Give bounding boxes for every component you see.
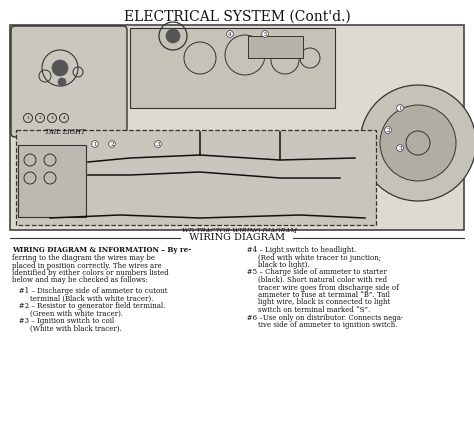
Text: #1 – Discharge side of ammeter to cutout: #1 – Discharge side of ammeter to cutout [12, 287, 167, 295]
Text: #6 –Use only on distributor. Connects nega-: #6 –Use only on distributor. Connects ne… [240, 314, 403, 321]
Text: switch on terminal marked “S”.: switch on terminal marked “S”. [240, 306, 370, 314]
Text: ELECTRICAL SYSTEM (Cont'd.): ELECTRICAL SYSTEM (Cont'd.) [124, 10, 350, 24]
Text: (Red with white tracer to junction;: (Red with white tracer to junction; [240, 254, 381, 261]
Text: 1: 1 [93, 142, 97, 146]
Text: terminal (Black with white tracer).: terminal (Black with white tracer). [12, 295, 154, 302]
Text: 3: 3 [51, 116, 54, 120]
Text: 2: 2 [38, 116, 41, 120]
Bar [18, 145, 86, 217]
Bar [130, 28, 335, 108]
Text: 1: 1 [398, 105, 402, 111]
Circle shape [52, 60, 68, 76]
Text: WD TRACTOR WIRING DIAGRAM: WD TRACTOR WIRING DIAGRAM [182, 227, 298, 235]
Bar [10, 25, 464, 230]
Text: #4 – Light switch to headlight.: #4 – Light switch to headlight. [240, 246, 356, 254]
Text: ammeter to fuse at terminal “B”. Tail: ammeter to fuse at terminal “B”. Tail [240, 291, 390, 299]
Text: below and may be checked as follows:: below and may be checked as follows: [12, 276, 148, 285]
Text: tive side of ammeter to ignition switch.: tive side of ammeter to ignition switch. [240, 321, 398, 329]
Text: 3: 3 [156, 142, 160, 146]
Text: 2: 2 [110, 142, 114, 146]
Circle shape [58, 78, 66, 86]
Text: 2: 2 [386, 127, 390, 133]
Text: ferring to the diagram the wires may be: ferring to the diagram the wires may be [12, 254, 155, 262]
Text: black to light).: black to light). [240, 261, 310, 269]
Text: WIRING DIAGRAM: WIRING DIAGRAM [183, 234, 291, 242]
Text: 3: 3 [398, 146, 402, 150]
Circle shape [360, 85, 474, 201]
Bar [248, 36, 303, 58]
Text: 4: 4 [63, 116, 65, 120]
Text: light wire, black is connected to light: light wire, black is connected to light [240, 299, 390, 306]
Text: (black). Short natural color with red: (black). Short natural color with red [240, 276, 387, 284]
Text: placed in position correctly. The wires are: placed in position correctly. The wires … [12, 261, 162, 270]
Text: (White with black tracer).: (White with black tracer). [12, 324, 122, 333]
FancyBboxPatch shape [11, 26, 127, 137]
Text: 4: 4 [228, 32, 232, 36]
Text: TAIL LIGHT: TAIL LIGHT [45, 128, 85, 136]
Text: #5 – Charge side of ammeter to starter: #5 – Charge side of ammeter to starter [240, 269, 387, 276]
Text: WIRING DIAGRAM & INFORMATION – By re-: WIRING DIAGRAM & INFORMATION – By re- [12, 246, 191, 254]
Bar [16, 130, 376, 225]
Circle shape [166, 29, 180, 43]
Text: 1: 1 [27, 116, 29, 120]
Text: identified by either colors or numbers listed: identified by either colors or numbers l… [12, 269, 169, 277]
Text: 5: 5 [263, 32, 267, 36]
Text: (Green with white tracer).: (Green with white tracer). [12, 309, 123, 318]
Circle shape [380, 105, 456, 181]
Text: #2 – Resistor to generator field terminal.: #2 – Resistor to generator field termina… [12, 302, 165, 310]
Text: #3 – Ignition switch to coil: #3 – Ignition switch to coil [12, 317, 114, 325]
Text: tracer wire goes from discharge side of: tracer wire goes from discharge side of [240, 283, 399, 292]
